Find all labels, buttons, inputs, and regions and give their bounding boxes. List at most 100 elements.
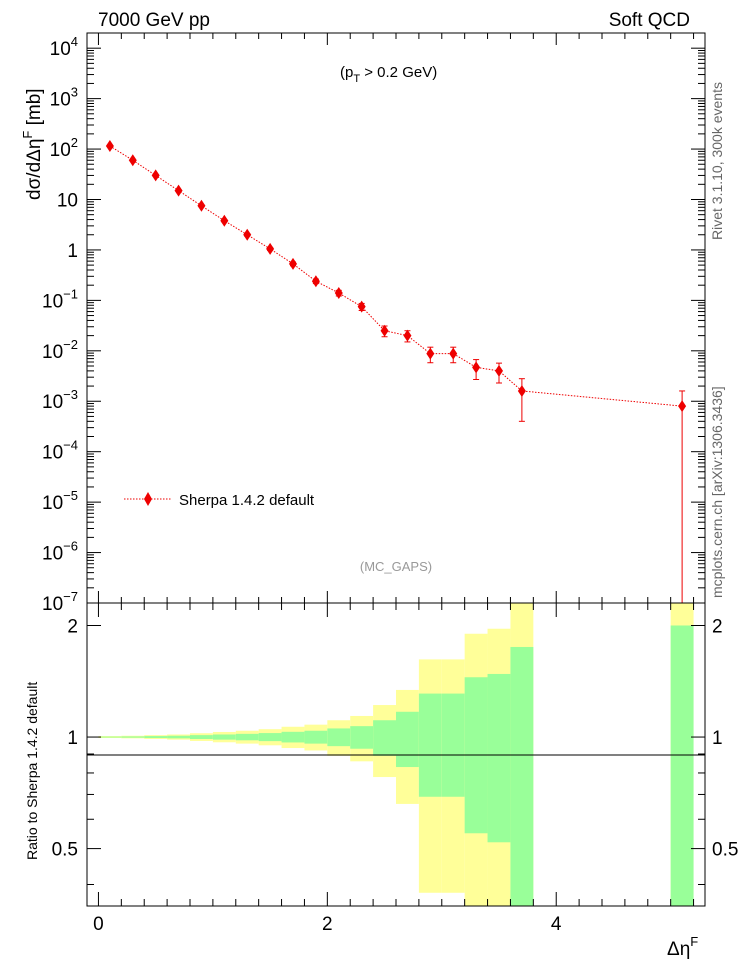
data-point [289,257,297,270]
main-frame [86,32,706,604]
data-point [357,300,366,313]
band-inner [121,736,145,738]
data-point [517,384,526,397]
side-mcplots-text: mcplots.cern.ch [arXiv:1306.3436] [709,386,725,598]
side-rivet-text: Rivet 3.1.10, 300k events [709,82,725,240]
band-inner [281,731,305,743]
tick-exp: −7 [63,589,78,604]
band-inner [487,673,511,843]
tick-base: 10 [42,392,63,413]
data-point [243,228,252,241]
data-point [495,364,503,377]
tick-base: 10 [42,443,63,464]
band-inner [190,735,213,739]
data-point [105,139,114,152]
top-ylabel-main: dσ/dΔη [24,139,45,200]
tick-base: 10 [50,140,71,161]
main-ytick-label: 10−5 [42,488,78,514]
tick-exp: −3 [63,387,78,402]
tick-exp: 4 [71,34,78,49]
band-inner [167,735,190,739]
band-inner [373,720,396,756]
ratio-ytick-label-right: 0.5 [712,840,738,861]
band-inner [258,733,282,742]
cut-prefix: (p [340,64,353,81]
band-inner [327,728,351,747]
analysis-tag: (MC_GAPS) [360,559,432,574]
tick-exp: −4 [63,438,78,453]
tick-base: 10 [42,594,63,615]
legend: Sherpa 1.4.2 default [124,492,315,509]
tick-base: 10 [42,544,63,565]
main-ytick-label: 10−2 [42,337,78,363]
data-point [449,347,458,360]
main-ytick-label: 10−6 [42,539,78,565]
ratio-ytick-label: 2 [67,616,78,637]
data-point [311,275,320,288]
xlabel-sup: F [690,934,698,949]
cut-sub: T [353,73,360,85]
data-point [678,400,687,413]
x-axis-label: ΔηF [667,934,698,960]
main-ytick-label: 10−4 [42,438,78,464]
data-point [266,242,275,255]
legend-label: Sherpa 1.4.2 default [179,492,315,509]
ratio-xtick-label: 2 [322,914,333,935]
main-ytick-label: 10−1 [42,286,78,312]
tick-base: 10 [42,342,63,363]
cut-annotation: (pT > 0.2 GeV) [340,64,437,85]
header-left: 7000 GeV pp [98,10,210,31]
ratio-ytick-label: 1 [67,728,78,749]
main-ytick-label: 10 [57,190,78,211]
tick-exp: −1 [63,286,78,301]
tick-base: 10 [42,291,63,312]
data-point [403,329,412,342]
tick-exp: 3 [71,85,78,100]
header-right: Soft QCD [609,10,690,31]
band-inner [670,625,694,906]
main-ytick-label: 1 [67,241,78,262]
top-y-axis-label: dσ/dΔηF [mb] [20,88,45,200]
band-inner [350,726,374,749]
data-point [380,324,389,337]
tick-exp: −2 [63,337,78,352]
ratio-panel: 0.5 0.5 1 1 2 2 0 2 4 [52,602,738,935]
ratio-xtick-label: 4 [551,914,562,935]
main-series [105,139,687,603]
top-ylabel-unit: [mb] [24,88,45,130]
series-line [109,145,683,407]
tick-base: 10 [50,39,71,60]
band-inner [235,733,259,741]
main-ytick-label: 104 [50,34,78,60]
main-ytick-label: 10−7 [42,589,78,615]
band-inner [441,693,465,797]
ratio-ytick-label-right: 1 [712,728,723,749]
tick-exp: 2 [71,135,78,150]
data-point [128,154,137,167]
band-inner [98,736,122,738]
ratio-xtick-label: 0 [93,914,104,935]
top-ylabel-sup: F [20,131,35,139]
ratio-frame [86,602,706,907]
data-point [174,184,183,197]
tick-exp: −6 [63,539,78,554]
tick-exp: −5 [63,488,78,503]
band-inner [212,734,236,740]
xlabel-main: Δη [667,939,690,960]
main-ytick-label: 102 [50,135,78,161]
cut-suffix: > 0.2 GeV) [360,64,437,81]
band-inner [510,646,534,906]
data-point [334,287,343,300]
band-inner [396,711,419,768]
band-inner [418,693,442,797]
data-point [426,347,435,360]
band-inner [304,730,328,744]
data-point [151,169,160,182]
legend-marker [144,492,152,506]
tick-base: 10 [50,90,71,111]
data-point [472,361,481,374]
data-point [220,214,229,227]
